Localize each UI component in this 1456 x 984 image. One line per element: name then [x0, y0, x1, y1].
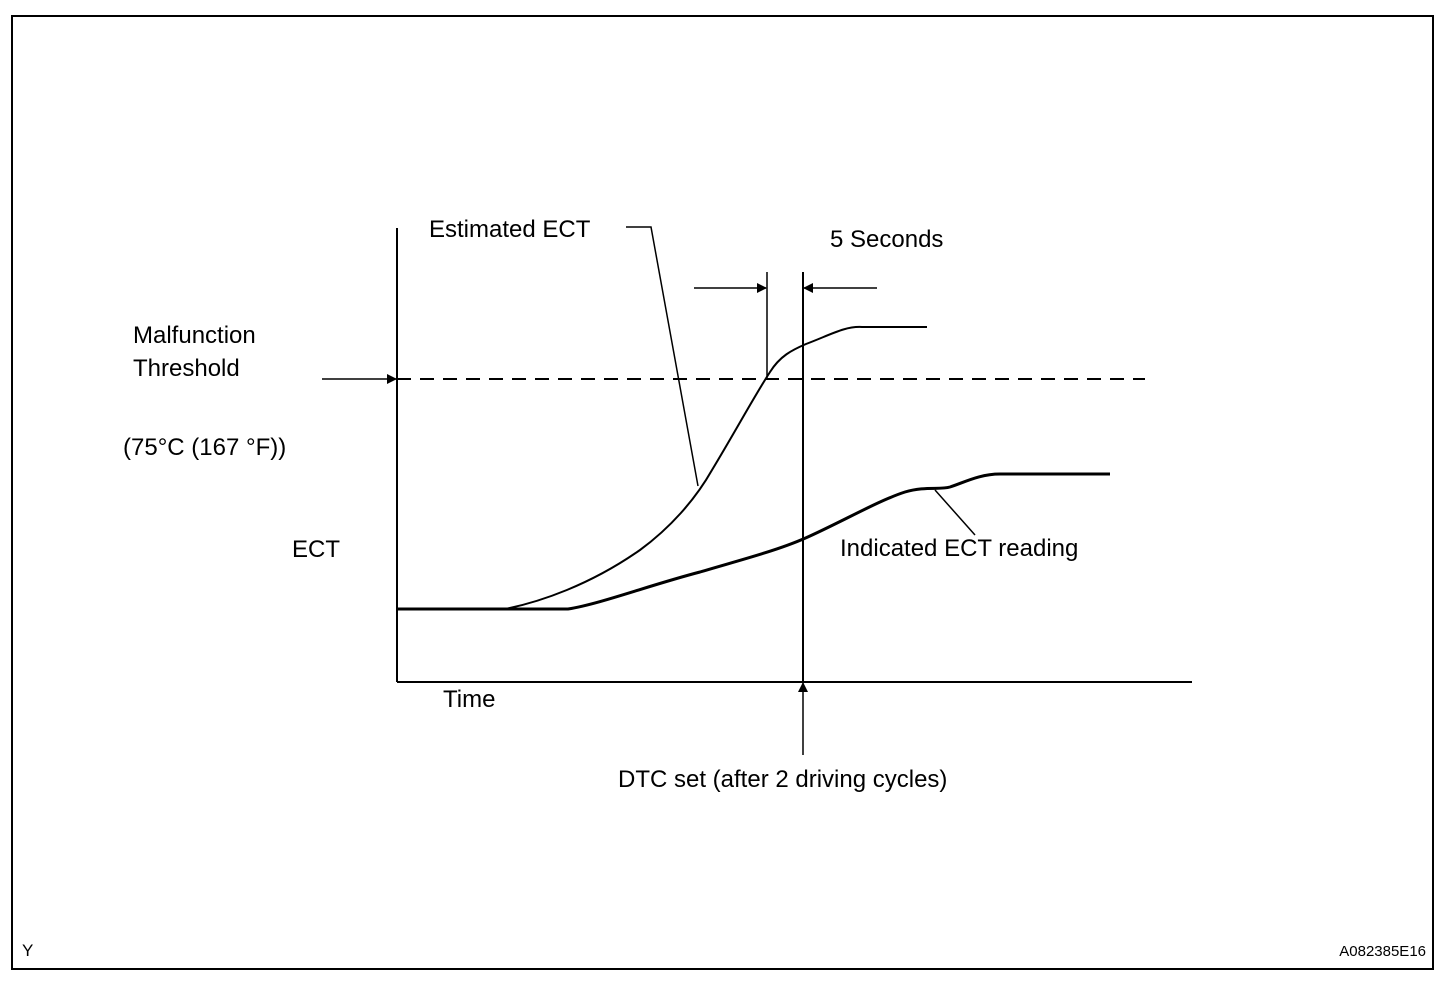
malfunction-label: Malfunction [133, 322, 256, 349]
estimated-ect-curve [397, 325, 927, 610]
y-axis-label: ECT [292, 536, 340, 563]
x-axis-label: Time [443, 686, 495, 713]
indicated-ect-curve [397, 472, 1110, 611]
diagram-frame [11, 15, 1434, 970]
indicated-ect-leader [934, 489, 976, 536]
estimated-ect-label: Estimated ECT [429, 216, 591, 243]
footer-right-code: A082385E16 [1339, 943, 1426, 960]
dtc-set-label: DTC set (after 2 driving cycles) [618, 766, 947, 793]
threshold-label: Threshold [133, 355, 240, 382]
indicated-ect-label: Indicated ECT reading [840, 535, 1078, 562]
five-seconds-label: 5 Seconds [830, 226, 943, 253]
footer-left-code: Y [22, 941, 33, 960]
estimated-ect-leader [626, 226, 699, 487]
threshold-value-label: (75°C (167 °F)) [123, 434, 286, 461]
